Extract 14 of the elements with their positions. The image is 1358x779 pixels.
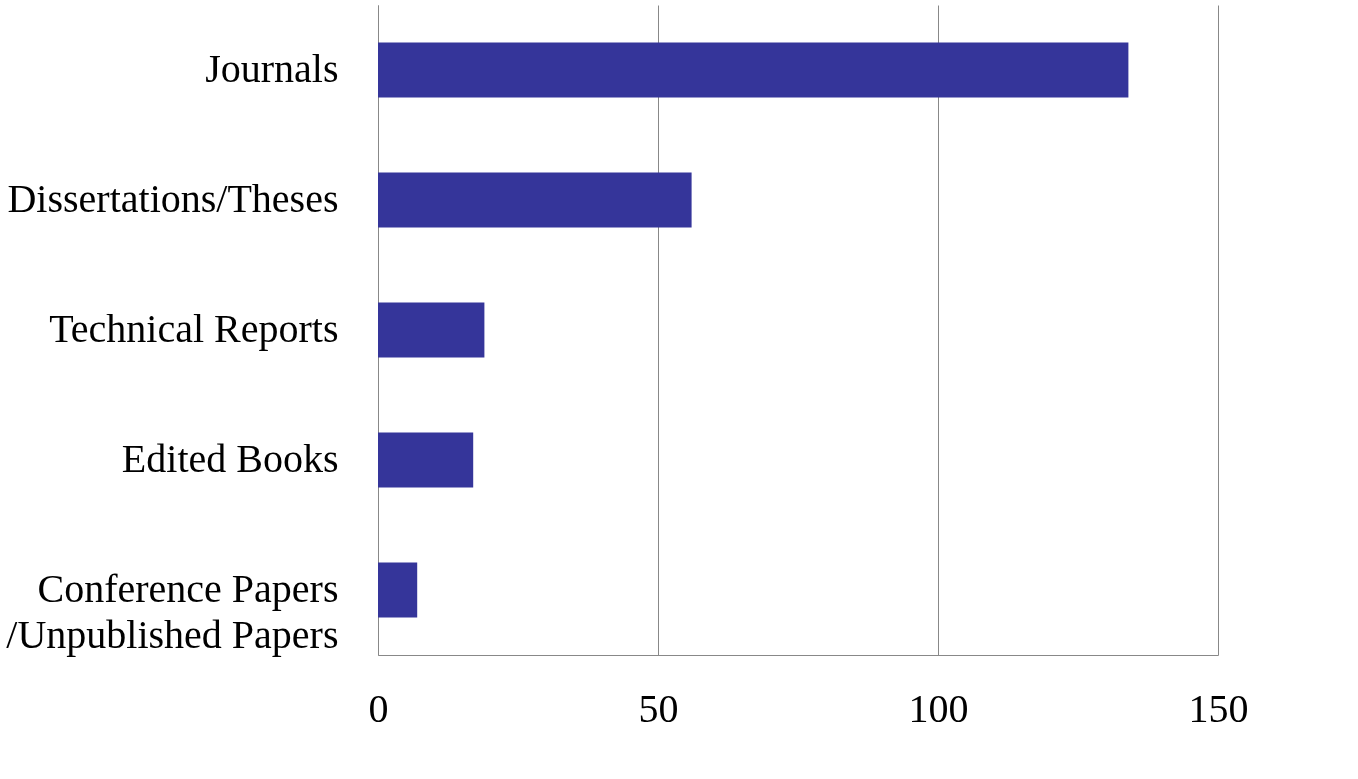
x-tick-label: 50 (638, 685, 679, 731)
bar (378, 432, 474, 488)
y-tick-label: Journals (205, 46, 339, 91)
y-tick-label: Edited Books (121, 436, 339, 481)
bar (378, 42, 1129, 98)
x-tick-label: 150 (1188, 685, 1249, 731)
bar (378, 172, 692, 228)
y-tick-label: Conference Papers /Unpublished Papers (6, 566, 339, 657)
y-tick-label: Technical Reports (49, 306, 339, 351)
y-tick-label: Dissertations/Theses (7, 176, 339, 221)
bar (378, 302, 485, 358)
x-tick-label: 100 (908, 685, 969, 731)
bar (378, 562, 418, 618)
x-tick-label: 0 (368, 685, 389, 731)
